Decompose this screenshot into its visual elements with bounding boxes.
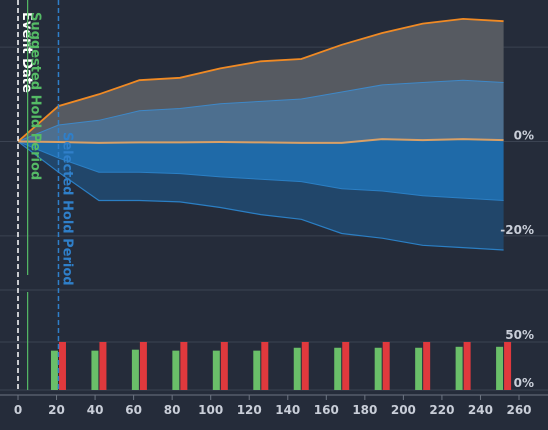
p95-line <box>17 17 504 143</box>
bar <box>293 347 301 390</box>
return-bands <box>17 17 504 251</box>
p25-line <box>17 141 504 201</box>
upper-outer-band <box>18 18 504 142</box>
bar <box>374 347 382 390</box>
x-tick-label: 0 <box>14 403 22 417</box>
bar <box>382 342 390 390</box>
bar <box>463 342 471 390</box>
x-tick-label: 200 <box>391 403 416 417</box>
bar <box>261 342 269 390</box>
x-tick-label: 20 <box>48 403 65 417</box>
bar <box>212 350 220 390</box>
x-tick-label: 140 <box>275 403 300 417</box>
p75-line <box>17 79 504 142</box>
upper-y-tick-label: 0% <box>514 129 534 143</box>
x-tick-label: 120 <box>237 403 262 417</box>
y-axis-labels: 0% -20% 50% 0% <box>500 129 534 391</box>
bar <box>415 347 423 390</box>
upper-y-tick-label: -20% <box>500 223 534 237</box>
x-axis: 0 20 40 60 80 100 120 140 160 180 200 220 240 260 <box>0 394 548 417</box>
x-tick-label: 260 <box>506 403 531 417</box>
bar <box>58 342 66 390</box>
bar <box>301 342 309 390</box>
bar <box>423 342 431 390</box>
marker-label: Selected Hold Period <box>59 132 74 286</box>
bar <box>253 350 261 390</box>
x-tick-label: 60 <box>125 403 142 417</box>
bar <box>342 342 350 390</box>
x-tick-label: 100 <box>198 403 223 417</box>
marker-label: Suggested Hold Period <box>28 12 43 180</box>
x-tick-label: 220 <box>429 403 454 417</box>
lower-inner-band <box>18 139 504 201</box>
lower-outer-band <box>18 141 504 250</box>
bar <box>455 346 463 390</box>
x-tick-label: 180 <box>352 403 377 417</box>
bar <box>139 342 147 390</box>
p5-line <box>17 141 504 251</box>
bar <box>99 342 107 390</box>
bar <box>50 350 58 390</box>
x-tick-label: 160 <box>314 403 339 417</box>
median-line <box>17 138 504 144</box>
x-tick-label: 40 <box>87 403 104 417</box>
bar <box>172 350 180 390</box>
bar <box>180 342 188 390</box>
marker-label: Event Date <box>19 12 34 93</box>
lower-y-tick-label: 50% <box>505 328 534 342</box>
bar <box>91 350 99 390</box>
bar <box>334 347 342 390</box>
bar <box>131 349 139 390</box>
bar <box>220 342 228 390</box>
x-tick-label: 240 <box>468 403 493 417</box>
bar <box>504 342 512 390</box>
lower-y-tick-label: 0% <box>514 376 534 390</box>
bar <box>496 346 504 390</box>
x-tick-label: 80 <box>164 403 181 417</box>
upper-inner-band <box>18 80 504 143</box>
bar-series <box>50 342 512 390</box>
